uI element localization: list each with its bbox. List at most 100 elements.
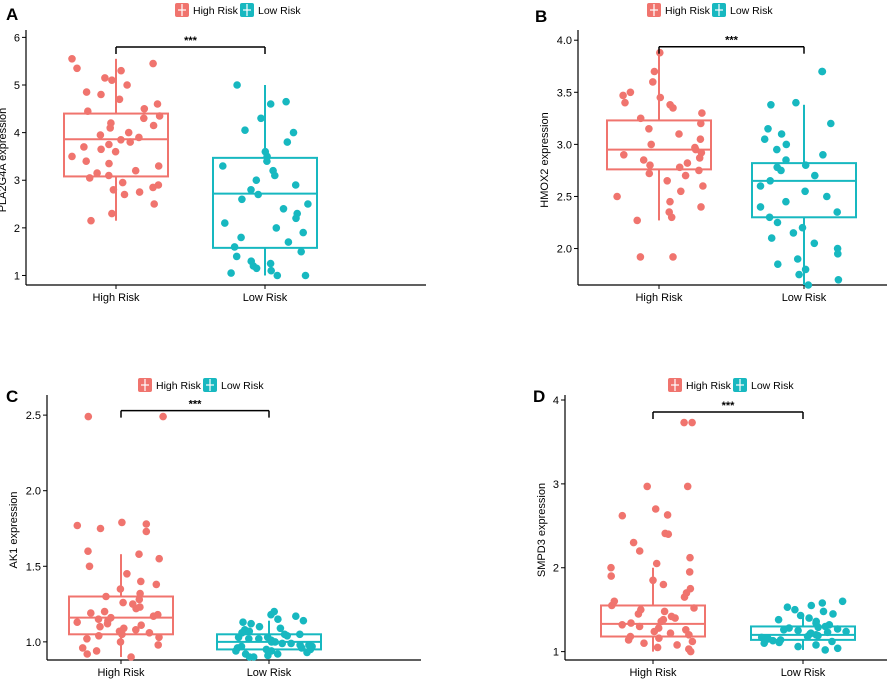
y-tick-label: 1	[14, 270, 20, 282]
data-point	[680, 418, 688, 427]
data-point	[789, 229, 798, 237]
panel-letter: D	[533, 387, 545, 406]
data-point	[283, 632, 292, 640]
data-point	[108, 76, 116, 84]
data-point	[660, 607, 669, 616]
data-point	[812, 641, 820, 649]
y-axis-title: SMPD3 expression	[536, 483, 548, 577]
data-point	[73, 618, 81, 626]
data-point	[697, 119, 705, 128]
data-point	[149, 59, 157, 68]
data-point	[83, 635, 91, 643]
data-point	[801, 161, 810, 169]
data-point	[87, 216, 95, 225]
chart-svg-c: C High Risk Low Risk 1.0 1.5 2.0 2.5 AK1 expres…	[6, 378, 421, 679]
data-point	[136, 589, 144, 598]
data-point	[105, 159, 113, 168]
data-point	[760, 639, 768, 647]
data-point	[105, 140, 113, 149]
data-point	[299, 228, 308, 237]
data-point	[232, 252, 241, 261]
data-point	[68, 152, 76, 161]
chart-panel-b: B High Risk Low Risk 2.0 2.5 3.0 3.5 4.0 HMOX2 e…	[447, 0, 894, 340]
significance-label: ***	[725, 35, 739, 47]
data-point	[266, 100, 275, 108]
data-point	[252, 176, 261, 184]
data-point	[647, 140, 655, 149]
points-low-risk	[232, 607, 316, 661]
data-point	[135, 595, 144, 604]
data-point	[97, 90, 105, 99]
chart-panel-d: D High Risk Low Risk 1 2 3 4 SMPD3 expression Hi…	[447, 340, 894, 680]
data-point	[685, 631, 693, 639]
data-point	[82, 88, 91, 96]
significance-label: ***	[184, 35, 198, 47]
data-point	[607, 563, 615, 572]
data-point	[109, 186, 118, 194]
legend-label: High Risk	[686, 380, 732, 392]
data-point	[238, 195, 246, 204]
chart-svg-b: B High Risk Low Risk 2.0 2.5 3.0 3.5 4.0 HMOX2 e…	[535, 3, 887, 304]
legend-label: Low Risk	[751, 380, 794, 392]
data-point	[255, 622, 264, 631]
data-point	[769, 636, 777, 645]
data-point	[635, 622, 644, 631]
data-point	[132, 626, 140, 634]
data-point	[137, 577, 145, 586]
data-point	[792, 98, 800, 107]
data-point	[688, 418, 696, 427]
data-point	[135, 133, 143, 142]
data-point	[649, 576, 657, 585]
data-point	[284, 238, 293, 246]
x-tick-label: High Risk	[92, 292, 140, 304]
data-point	[94, 615, 103, 623]
y-tick-label: 1	[553, 647, 559, 659]
chart-panel-c: C High Risk Low Risk 1.0 1.5 2.0 2.5 AK1 expres…	[0, 340, 447, 680]
data-point	[774, 260, 782, 269]
data-point	[155, 633, 163, 642]
box-iqr	[750, 625, 856, 641]
data-point	[83, 650, 91, 658]
data-point	[124, 128, 133, 137]
data-point	[304, 200, 312, 208]
y-tick-label: 2.5	[26, 410, 41, 422]
data-point	[794, 642, 802, 651]
data-point	[283, 138, 292, 146]
data-point	[303, 648, 311, 657]
x-tick-label: Low Risk	[247, 667, 292, 679]
data-point	[68, 55, 76, 63]
data-point	[123, 570, 131, 578]
y-axis-title: PLA2G4A expression	[0, 108, 9, 213]
data-point	[84, 107, 92, 115]
data-point	[247, 619, 255, 628]
x-tick-label: Low Risk	[782, 292, 827, 304]
data-point	[795, 270, 803, 279]
data-point	[267, 638, 276, 646]
data-point	[140, 105, 149, 113]
points-high-risk	[73, 412, 167, 661]
data-point	[780, 626, 788, 634]
data-point	[239, 618, 247, 626]
significance-bracket: ***	[115, 35, 266, 54]
data-point	[691, 145, 700, 154]
data-point	[773, 218, 782, 227]
x-tick-label: Low Risk	[243, 292, 288, 304]
data-point	[245, 653, 254, 661]
data-point	[675, 163, 684, 172]
data-point	[73, 64, 81, 73]
data-point	[111, 147, 120, 156]
data-point	[145, 629, 154, 637]
data-point	[271, 171, 279, 180]
data-point	[153, 100, 162, 108]
data-point	[791, 605, 799, 614]
y-tick-label: 3.0	[557, 139, 572, 151]
data-point	[241, 126, 249, 134]
data-point	[814, 623, 822, 632]
data-point	[272, 224, 281, 232]
data-point	[301, 271, 310, 280]
data-point	[607, 572, 615, 580]
data-point	[833, 208, 841, 216]
data-point	[137, 621, 145, 629]
points-low-risk	[219, 81, 312, 280]
data-point	[96, 622, 104, 631]
